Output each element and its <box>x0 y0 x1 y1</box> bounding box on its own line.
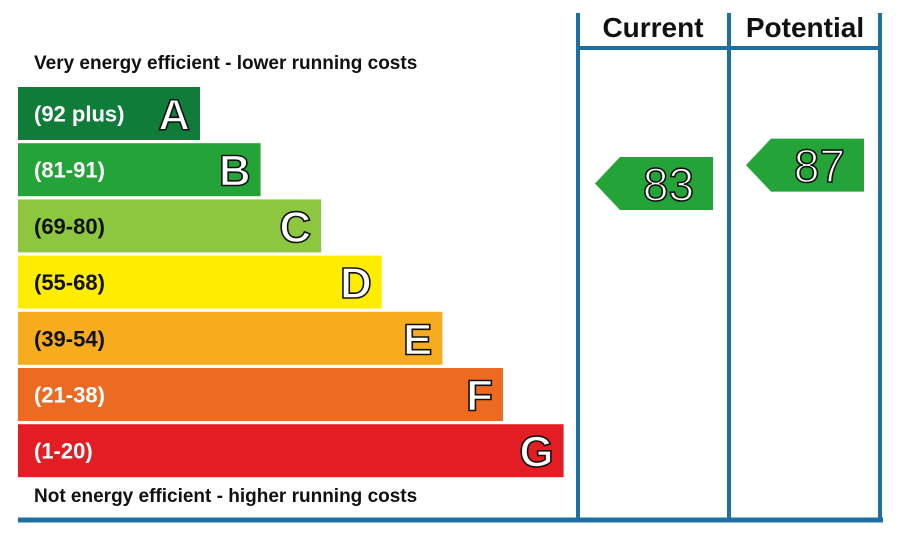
band-g-letter: G <box>519 428 553 477</box>
potential-rating-value: 87 <box>794 140 845 192</box>
current-rating-value: 83 <box>643 159 694 211</box>
band-e-letter: E <box>403 315 432 364</box>
rating-arrows: 83 87 <box>595 138 864 211</box>
potential-rating-arrow <box>746 138 864 192</box>
band-c-letter: C <box>279 203 311 252</box>
band-f-letter: F <box>466 372 493 421</box>
band-d-bar <box>18 255 382 309</box>
band-g-range: (1-20) <box>34 439 93 464</box>
current-header: Current <box>602 12 703 43</box>
band-f-range: (21-38) <box>34 383 105 408</box>
band-b-letter: B <box>219 147 251 196</box>
band-e-range: (39-54) <box>34 326 105 351</box>
bottom-label: Not energy efficient - higher running co… <box>34 486 417 507</box>
band-d-range: (55-68) <box>34 270 105 295</box>
band-a-range: (92 plus) <box>34 102 124 127</box>
band-a-bar <box>18 87 200 140</box>
band-e-bar <box>18 311 443 365</box>
band-b-range: (81-91) <box>34 158 105 183</box>
band-a-letter: A <box>158 91 190 140</box>
band-group: (92 plus) A (81-91) B (69-80) C (55-68) D (39-54… <box>18 87 564 478</box>
band-c-bar <box>18 199 322 253</box>
band-b-bar <box>18 143 261 197</box>
top-label: Very energy efficient - lower running co… <box>34 53 417 74</box>
band-c-range: (69-80) <box>34 214 105 239</box>
potential-header: Potential <box>746 12 864 43</box>
band-d-letter: D <box>340 259 372 308</box>
current-rating-arrow <box>595 157 713 210</box>
rating-frame <box>18 13 883 523</box>
band-f-bar <box>18 368 503 421</box>
band-g-bar <box>18 424 564 478</box>
